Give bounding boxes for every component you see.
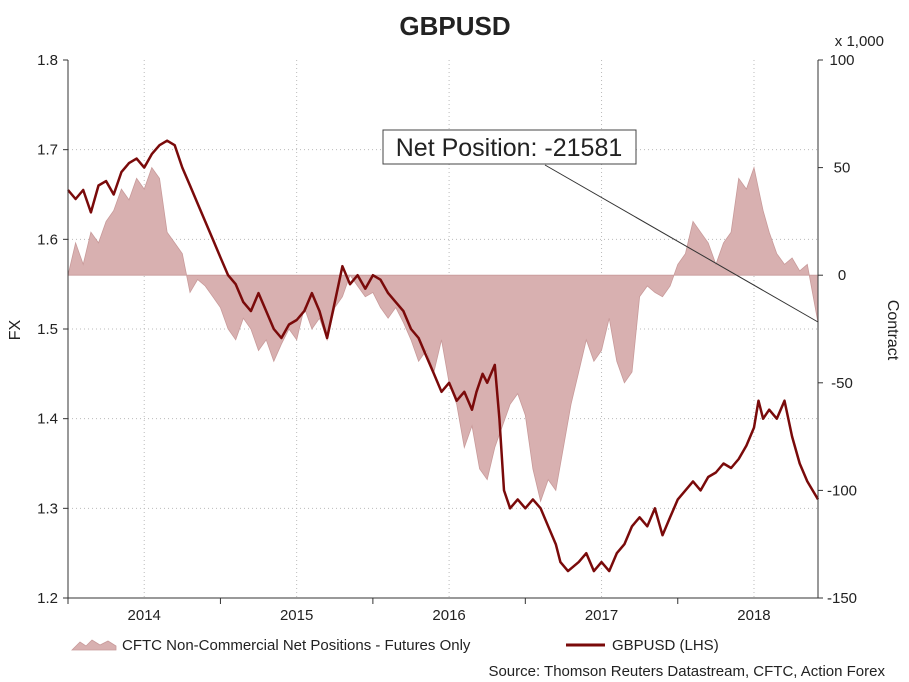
gbpusd-line bbox=[67, 139, 820, 573]
source-note: Source: Thomson Reuters Datastream, CFTC… bbox=[488, 663, 885, 680]
net-positions-area bbox=[67, 166, 819, 503]
net-positions-series bbox=[67, 166, 819, 503]
right-axis-ticks: -150 -100 -50 0 50 100 bbox=[818, 52, 857, 607]
left-tick-label: 1.7 bbox=[37, 142, 58, 159]
left-axis-ticks: 1.2 1.3 1.4 1.5 1.6 1.7 1.8 bbox=[37, 52, 68, 607]
legend-label-positions: CFTC Non-Commercial Net Positions - Futu… bbox=[122, 637, 471, 654]
legend-label-gbpusd: GBPUSD (LHS) bbox=[612, 637, 719, 654]
right-tick-label: 100 bbox=[829, 52, 854, 69]
x-tick-label: 2018 bbox=[737, 607, 770, 624]
right-axis-label: Contract bbox=[884, 300, 901, 361]
net-position-callout: Net Position: -21581 bbox=[382, 129, 819, 323]
left-tick-label: 1.3 bbox=[37, 500, 58, 517]
callout-box bbox=[382, 129, 637, 165]
callout-text: Net Position: -21581 bbox=[396, 134, 623, 162]
x-tick-label: 2015 bbox=[280, 607, 313, 624]
legend: CFTC Non-Commercial Net Positions - Futu… bbox=[71, 637, 719, 654]
legend-swatch-positions bbox=[71, 639, 117, 651]
left-tick-label: 1.4 bbox=[37, 411, 58, 428]
callout-leader-line bbox=[544, 164, 819, 323]
x-tick-label: 2014 bbox=[128, 607, 161, 624]
right-tick-label: 0 bbox=[838, 267, 846, 284]
chart-title: GBPUSD bbox=[399, 11, 510, 41]
right-tick-label: 50 bbox=[834, 160, 851, 177]
right-tick-label: -100 bbox=[827, 482, 857, 499]
left-tick-label: 1.6 bbox=[37, 231, 58, 248]
x-tick-label: 2017 bbox=[585, 607, 618, 624]
right-tick-label: -150 bbox=[827, 590, 857, 607]
x-tick-label: 2016 bbox=[432, 607, 465, 624]
x-axis-ticks: 2014 2015 2016 2017 2018 bbox=[67, 598, 771, 624]
left-axis-label: FX bbox=[7, 319, 24, 340]
left-tick-label: 1.8 bbox=[37, 52, 58, 69]
gbpusd-series bbox=[67, 139, 820, 573]
right-tick-label: -50 bbox=[831, 375, 853, 392]
left-tick-label: 1.5 bbox=[37, 321, 58, 338]
right-axis-unit: x 1,000 bbox=[835, 33, 884, 50]
left-tick-label: 1.2 bbox=[37, 590, 58, 607]
